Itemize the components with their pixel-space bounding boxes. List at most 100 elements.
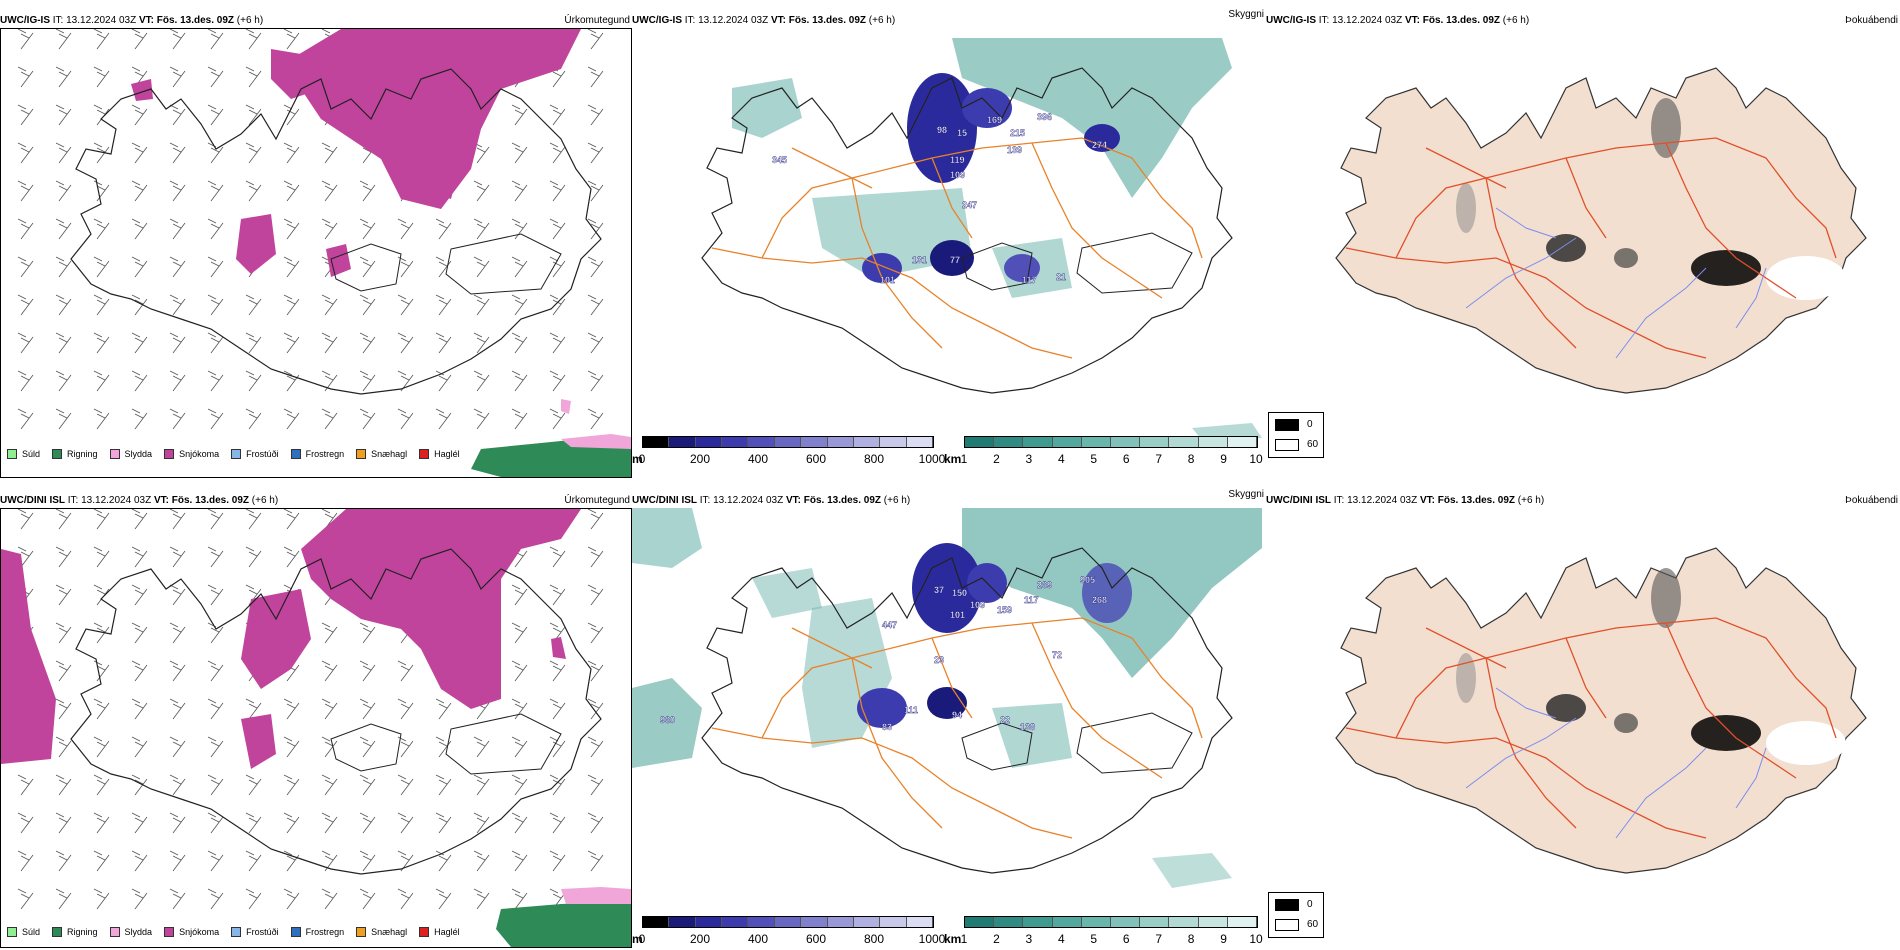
road [1665,622,1797,779]
colorbar-segment [853,917,881,927]
wind-barb [321,736,338,758]
wind-barb [511,698,528,720]
wind-barb [93,294,110,316]
visibility-areas [732,38,1262,440]
wind-barb [169,370,186,392]
colorbar-tick: 9 [1220,452,1227,466]
wind-barb [131,584,148,606]
forecast-offset: (+6 h) [883,495,911,506]
wind-barb [587,660,604,682]
colorbar-segment [722,917,749,927]
wind-barb [321,180,338,202]
legend-swatch [419,449,430,459]
wind-barb [435,774,452,796]
glacier-outline [330,723,402,772]
visibility-unit: km [944,932,962,946]
snow-areas [1,509,581,769]
wind-barb [397,408,414,430]
wind-barb [359,736,376,758]
wind-barb [17,408,34,430]
cloud-base-label: 94 [952,710,962,720]
colorbar-segment [1081,917,1112,927]
wind-barb [55,850,72,872]
colorbar-tick: 8 [1187,452,1195,466]
colorbar-segment [643,437,670,447]
legend-label: Slydda [124,927,153,937]
cloud-base-label: 117 [1024,595,1039,605]
colorbar-segment [1052,917,1082,927]
wind-barb [93,408,110,430]
road [1395,617,1767,739]
fog-panel-row1: UWC/IG-IS IT: 13.12.2024 03Z VT: Fös. 13… [1266,14,1900,464]
wind-barb [397,812,414,834]
wind-barb [359,888,376,910]
panel-title: Úrkomutegund [564,15,630,26]
model-name: UWC/IG-IS [0,15,50,26]
colorbar-tick: 6 [1122,932,1130,946]
legend-label: Slydda [124,449,153,459]
wind-barb [131,660,148,682]
colorbar-tick: 0 [638,452,646,466]
wind-barb [321,218,338,240]
colorbar-segment [1140,917,1170,927]
colorbar-tick: 4 [1057,452,1065,466]
colorbar-segment [880,917,907,927]
legend-item: Haglél [419,449,460,459]
legend-item: Rigning [52,927,98,937]
road [1485,177,1577,349]
wind-barb [245,888,262,910]
legend-item: Snæhagl [356,927,407,937]
wind-barb [435,812,452,834]
it-label: IT: [1333,495,1345,506]
wind-barb [283,812,300,834]
wind-barb [55,888,72,910]
wind-barb [435,294,452,316]
wind-barb [207,546,224,568]
road [931,637,973,719]
wind-barb [131,180,148,202]
fog-low: 60 [1307,919,1319,930]
colorbar-segment [1169,437,1199,447]
wind-barb [587,66,604,88]
wind-barb [549,584,566,606]
wind-barb [131,370,148,392]
road [711,727,1073,839]
wind-barb [207,104,224,126]
legend-item: Súld [7,927,40,937]
colorbar-segment [695,917,723,927]
wind-barb [549,546,566,568]
fog-low: 60 [1307,439,1319,450]
visibility-colorbar: km 1 2 3 4 5 6 7 8 9 10 [944,916,1264,950]
colorbar-segment [1052,437,1082,447]
wind-barb [169,294,186,316]
visibility-colorbar: km 1 2 3 4 5 6 7 8 9 10 [944,436,1264,470]
wind-barb [587,218,604,240]
road [791,147,873,189]
colorbar-tick: 7 [1155,932,1162,946]
road [1425,627,1507,669]
road [1131,157,1203,259]
cloud-base-label: 131 [912,255,927,265]
fog-map [1335,67,1867,394]
legend-swatch [109,449,120,459]
river-network [1465,687,1767,839]
wind-barb [549,850,566,872]
road [761,617,1133,739]
colorbar-tick: 6 [1122,452,1130,466]
wind-barb [549,218,566,240]
wind-barb [473,370,490,392]
colorbar-segment [965,917,995,927]
wind-barb [283,218,300,240]
wind-barb [511,332,528,354]
wind-barb [55,546,72,568]
wind-barb [511,622,528,644]
panel-title: Skyggni [1228,489,1264,500]
wind-barb [55,408,72,430]
wind-barb [511,142,528,164]
legend-item: Slydda [109,927,153,937]
legend-item: Snjókoma [164,927,219,937]
road [1345,727,1707,839]
legend-item: Snæhagl [356,449,407,459]
road [711,247,1073,359]
wind-barb [131,408,148,430]
